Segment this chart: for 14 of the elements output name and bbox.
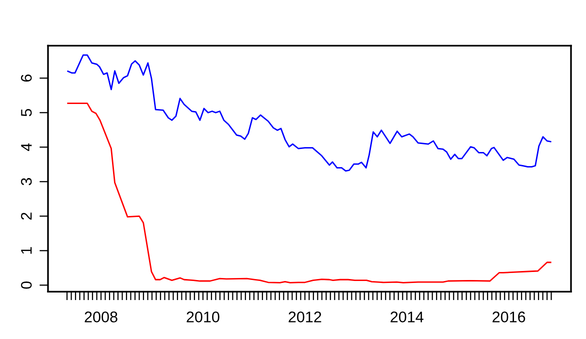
y-tick-label: 4	[21, 143, 32, 152]
y-tick-label: 6	[20, 74, 32, 82]
y-tick-label: 2	[20, 212, 32, 220]
x-tick-label: 2012	[288, 312, 322, 322]
y-tick-label: 1	[21, 247, 32, 254]
x-tick-label: 2014	[390, 312, 424, 322]
y-tick-label: 5	[21, 109, 32, 116]
line-series	[67, 102, 552, 284]
x-tick-label: 2016	[492, 312, 526, 322]
x-tick-label: 2008	[84, 312, 118, 322]
y-tick-label: 3	[20, 178, 32, 186]
line-series	[67, 54, 552, 172]
y-tick-label: 0	[20, 281, 32, 289]
x-tick-label: 2010	[186, 312, 220, 322]
